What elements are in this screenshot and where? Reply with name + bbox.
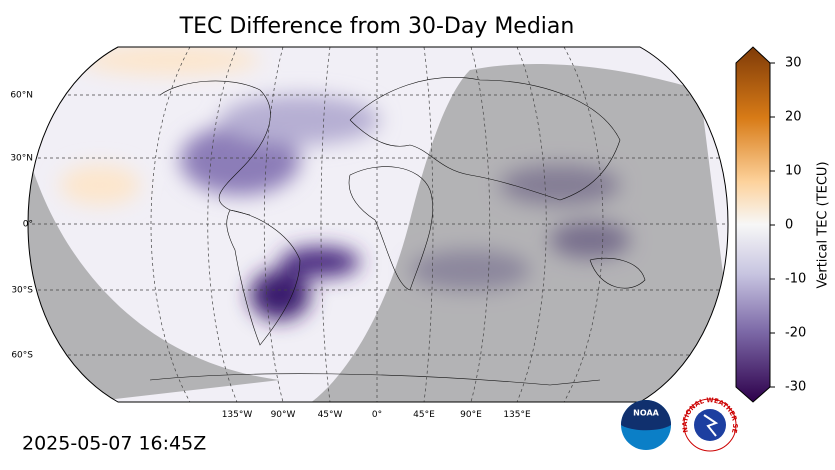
lon-label: 0° — [372, 410, 382, 420]
colorbar — [735, 46, 771, 403]
noaa-text: NOAA — [633, 409, 659, 418]
colorbar-tick-label: 10 — [785, 164, 802, 179]
colorbar-tick-label: -10 — [785, 272, 806, 287]
colorbar-tick-label: -20 — [785, 326, 806, 341]
graticule — [28, 47, 728, 402]
coastlines — [149, 77, 646, 386]
lon-label: 45°W — [318, 410, 343, 420]
map — [28, 47, 728, 402]
lat-label: 30°N — [10, 154, 33, 164]
lat-labels: 60°N 30°N 0° 30°S 60°S — [10, 91, 33, 361]
lat-label: 60°N — [10, 91, 33, 101]
colorbar-tick-label: -30 — [785, 380, 806, 395]
title: TEC Difference from 30-Day Median — [179, 14, 575, 39]
lon-label: 135°E — [503, 410, 531, 420]
lat-label: 30°S — [11, 286, 33, 296]
colorbar-tick-label: 20 — [785, 110, 802, 125]
colorbar-ticks: 30 20 10 0 -10 -20 -30 — [770, 56, 806, 395]
noaa-logo: NOAA — [621, 400, 671, 450]
lat-label: 0° — [23, 220, 33, 230]
lon-label: 135°W — [222, 410, 253, 420]
lon-label: 90°E — [460, 410, 482, 420]
lon-label: 45°E — [413, 410, 435, 420]
lon-label: 90°W — [271, 410, 296, 420]
timestamp: 2025-05-07 16:45Z — [22, 433, 206, 455]
colorbar-tick-label: 0 — [785, 218, 793, 233]
night-shade — [28, 64, 728, 402]
lat-label: 60°S — [11, 351, 33, 361]
colorbar-label: Vertical TEC (TECU) — [816, 161, 831, 288]
lon-labels: 135°W 90°W 45°W 0° 45°E 90°E 135°E — [222, 410, 531, 420]
colorbar-tick-label: 30 — [785, 56, 802, 71]
